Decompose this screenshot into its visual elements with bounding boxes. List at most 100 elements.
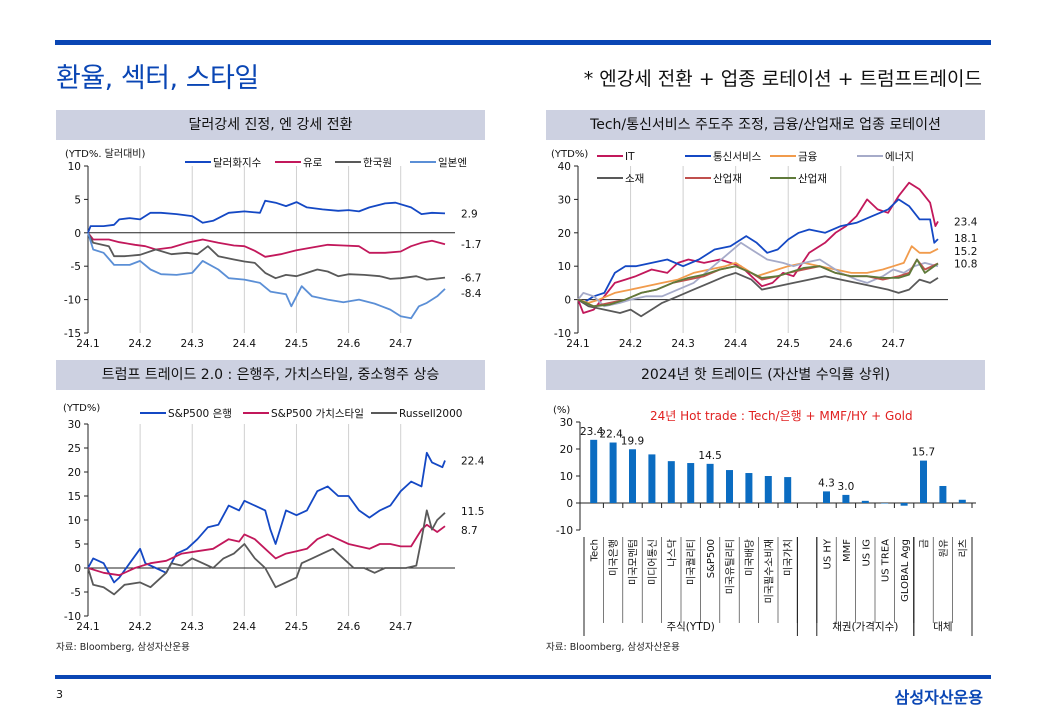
series-line-1 — [577, 198, 939, 304]
end-value-label: 2.9 — [461, 208, 478, 220]
x-tick-label: 24.5 — [285, 621, 308, 633]
legend-label: 달러화지수 — [213, 157, 262, 169]
category-label: 나스닥 — [666, 539, 678, 567]
y-tick-label: -10 — [556, 525, 573, 537]
bar-9 — [764, 476, 772, 503]
category-label: 원유 — [938, 539, 950, 557]
category-label: 미국가치 — [783, 539, 795, 576]
y-tick-label: 0 — [566, 498, 573, 510]
x-tick-label: 24.6 — [337, 338, 361, 350]
bar-18 — [939, 485, 947, 503]
group-label: 주식(YTD) — [666, 621, 714, 633]
x-tick-label: 24.5 — [777, 338, 800, 350]
series-line-4 — [577, 272, 939, 318]
series-line-2 — [87, 232, 446, 281]
bar-2 — [629, 449, 636, 503]
x-tick-label: 24.2 — [128, 338, 151, 350]
y-tick-label: 30 — [560, 417, 573, 429]
hot-trade-bar-chart: (%) 24년 Hot trade : Tech/은행 + MMF/HY + Go… — [553, 405, 976, 636]
x-tick-label: 24.3 — [181, 338, 204, 350]
legend-label: 산업재 — [798, 172, 827, 185]
y-tick-label: 0 — [74, 228, 81, 240]
y-tick-label: 10 — [558, 261, 571, 273]
bar-data-label: 23.4 — [580, 426, 604, 438]
series-line-0 — [577, 181, 939, 314]
end-value-label: 15.2 — [954, 246, 977, 258]
bar-6 — [706, 463, 714, 503]
x-tick-label: 24.4 — [233, 338, 257, 350]
source-note-left: 자료: Bloomberg, 삼성자산운용 — [56, 642, 190, 653]
group-label: 대체 — [933, 621, 952, 633]
y-axis-label: (YTD%. 달러대비) — [65, 148, 145, 160]
end-value-label: 10.8 — [954, 259, 977, 271]
x-tick-label: 24.7 — [389, 621, 412, 633]
panel-title-fx: 달러강세 진정, 엔 강세 전환 — [56, 110, 485, 140]
end-value-label: -6.7 — [461, 273, 482, 285]
category-label: 미국은행 — [608, 539, 620, 576]
y-tick-label: -10 — [554, 328, 571, 340]
x-tick-label: 24.1 — [566, 338, 589, 350]
bar-data-label: 14.5 — [698, 450, 721, 462]
legend-label: 에너지 — [885, 151, 914, 163]
legend-label: 유로 — [303, 157, 323, 169]
x-tick-label: 24.6 — [829, 338, 853, 350]
bar-0 — [590, 439, 598, 503]
x-tick-label: 24.7 — [882, 338, 905, 350]
hot-trade-annotation: 24년 Hot trade : Tech/은행 + MMF/HY + Gold — [650, 408, 913, 423]
y-tick-label: 20 — [560, 444, 573, 456]
end-value-label: 22.4 — [461, 455, 485, 467]
x-tick-label: 24.3 — [181, 621, 204, 633]
series-line-3 — [87, 232, 446, 320]
bar-17 — [920, 460, 927, 503]
bar-12 — [823, 491, 830, 503]
y-tick-label: 30 — [558, 194, 571, 206]
category-label: 미디어통신 — [647, 539, 659, 585]
bar-7 — [726, 470, 733, 503]
page-subtitle: * 엔강세 전환 + 업종 로테이션 + 트럼프트레이드 — [583, 68, 982, 90]
y-tick-label: 10 — [68, 515, 81, 527]
y-tick-label: 0 — [74, 563, 81, 575]
x-tick-label: 24.2 — [128, 621, 151, 633]
category-label: US TREA — [881, 539, 892, 582]
end-value-label: 23.4 — [954, 216, 978, 228]
series-line-3 — [577, 241, 939, 308]
bar-4 — [667, 461, 675, 503]
bar-data-label: 4.3 — [818, 477, 835, 489]
bar-19 — [958, 499, 966, 503]
bar-1 — [609, 442, 617, 503]
y-tick-label: 10 — [68, 161, 81, 173]
category-label: GLOBAL Agg — [900, 539, 911, 602]
end-value-label: -8.4 — [461, 288, 482, 300]
bar-15 — [881, 503, 889, 504]
y-tick-label: -5 — [71, 587, 81, 599]
legend-label: Russell2000 — [399, 408, 462, 420]
end-value-label: 18.1 — [954, 233, 977, 245]
category-label: 미국유틸리티 — [724, 539, 737, 594]
y-tick-label: 0 — [564, 295, 571, 307]
legend-label: 금융 — [798, 151, 818, 163]
x-tick-label: 24.5 — [285, 338, 308, 350]
series-line-2 — [577, 245, 939, 304]
bar-16 — [900, 503, 908, 506]
legend-label: 한국원 — [363, 157, 392, 169]
bar-data-label: 19.9 — [621, 435, 644, 447]
source-note-right: 자료: Bloomberg, 삼성자산운용 — [546, 642, 680, 653]
legend-label: 산업재 — [713, 172, 742, 185]
panel-title-style: 트럼프 트레이드 2.0 : 은행주, 가치스타일, 중소형주 상승 — [56, 360, 485, 390]
bar-14 — [861, 500, 869, 503]
legend-label: S&P500 가치스타일 — [271, 407, 364, 420]
y-tick-label: -15 — [64, 328, 81, 340]
series-line-0 — [87, 199, 446, 234]
bottom-rule — [55, 675, 991, 679]
legend-label: 소재 — [625, 173, 644, 185]
style-chart: (YTD%) 24.1 24.2 24.3 24.4 24.5 24.6 24.7 30 25 20… — [63, 403, 485, 633]
brand-logo: 삼성자산운용 — [894, 688, 983, 707]
category-label: MMF — [842, 539, 853, 562]
sector-chart: (YTD%) 24.1 24.2 24.3 24.4 24.5 24.6 24.7 40 30 20… — [551, 149, 978, 350]
category-label: S&P500 — [706, 539, 717, 578]
bar-3 — [648, 454, 656, 503]
category-label: 미국모멘텀 — [628, 539, 640, 585]
legend-label: IT — [625, 151, 635, 163]
bar-data-label: 22.4 — [599, 429, 623, 441]
y-tick-label: -10 — [64, 295, 81, 307]
